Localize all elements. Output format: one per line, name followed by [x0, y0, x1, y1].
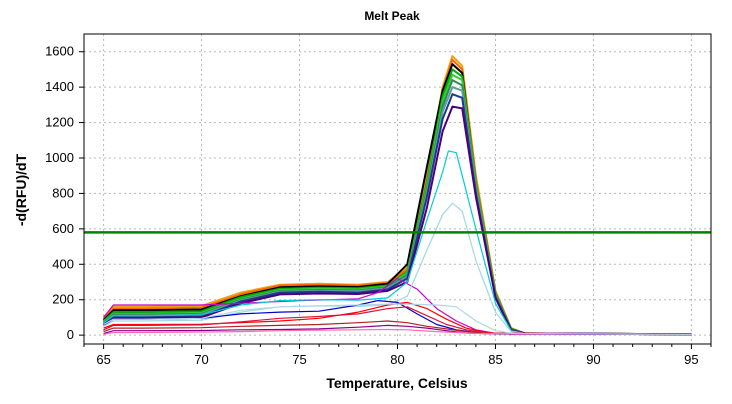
- chart-title: Melt Peak: [364, 9, 420, 23]
- series-line: [103, 202, 692, 335]
- gridlines: [84, 34, 711, 344]
- series-line: [103, 306, 692, 335]
- y-axis-label: -d(RFU)/dT: [13, 153, 29, 226]
- y-tick-label: 800: [52, 185, 74, 200]
- y-tick-label: 1200: [45, 115, 74, 130]
- x-tick-label: 65: [96, 352, 110, 367]
- axis-layer: 65 70 75 80 85 90 95 0 200 400 600 800 1000 1200 1400 1…: [45, 44, 712, 367]
- y-tick-label: 1000: [45, 150, 74, 165]
- x-tick-label: 70: [194, 352, 208, 367]
- series-line: [102, 79, 692, 336]
- x-tick-label: 95: [684, 352, 698, 367]
- y-tick-label: 1600: [45, 44, 74, 59]
- x-tick-label: 75: [292, 352, 306, 367]
- series-line: [103, 303, 692, 335]
- series-layer: [102, 55, 692, 336]
- series-line: [103, 328, 692, 335]
- y-tick-label: 1400: [45, 79, 74, 94]
- y-tick-label: 200: [52, 292, 74, 307]
- x-tick-label: 85: [488, 352, 502, 367]
- series-line: [103, 301, 692, 335]
- y-tick-label: 400: [52, 256, 74, 271]
- y-tick-label: 600: [52, 221, 74, 236]
- x-axis-label: Temperature, Celsius: [326, 375, 468, 391]
- series-line: [103, 150, 692, 335]
- x-tick-label: 80: [390, 352, 404, 367]
- y-tick-label: 0: [67, 327, 74, 342]
- series-line: [103, 277, 692, 335]
- series-line: [103, 320, 692, 335]
- x-tick-label: 90: [586, 352, 600, 367]
